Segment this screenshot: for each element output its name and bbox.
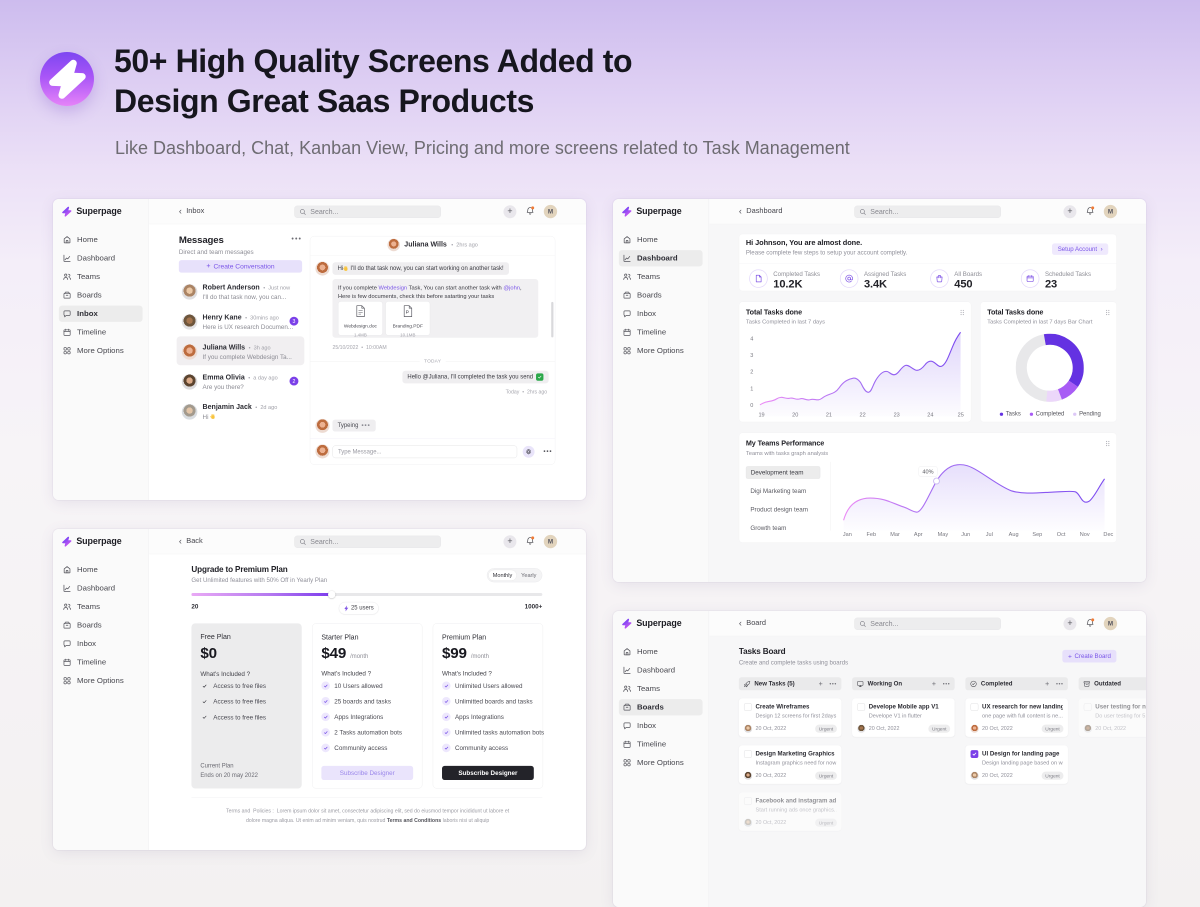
- svg-text:40%: 40%: [922, 469, 933, 475]
